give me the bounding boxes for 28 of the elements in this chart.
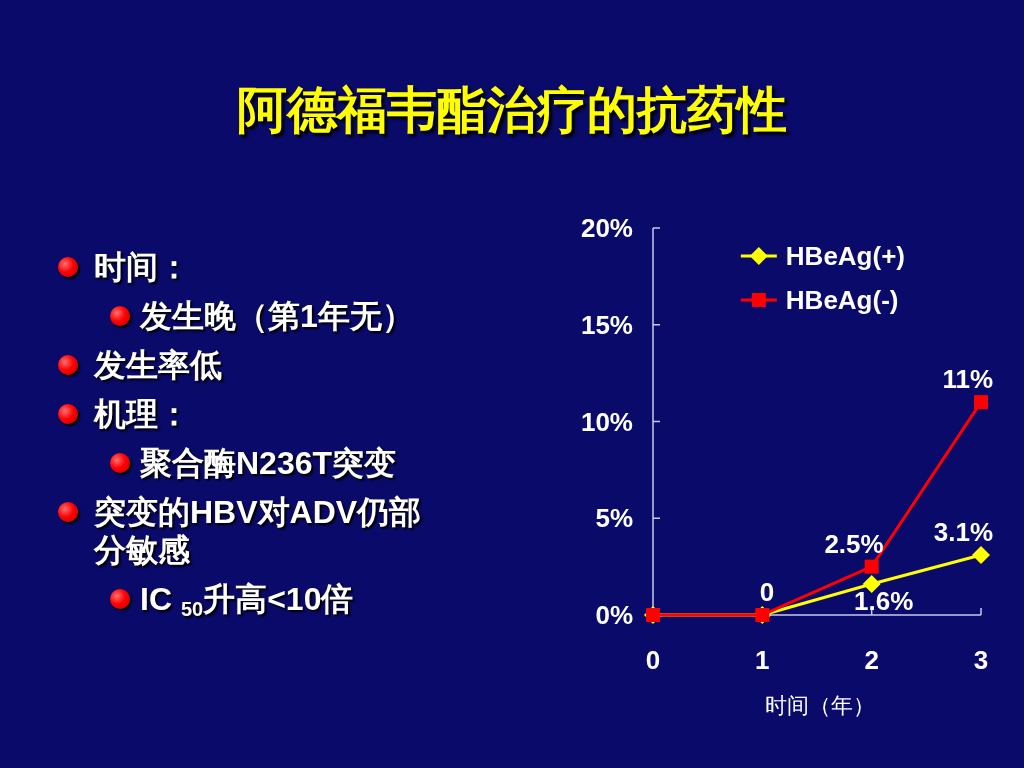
text: 时间： — [94, 249, 190, 285]
legend-label: HBeAg(-) — [785, 285, 899, 315]
y-tick-label: 10% — [580, 406, 633, 437]
y-tick-label: 0% — [595, 600, 633, 630]
text: IC $_{50}$升高<10倍 — [140, 581, 354, 620]
x-tick-label: 3 — [973, 645, 989, 675]
data-label: 2.5% — [824, 528, 884, 559]
point — [972, 546, 990, 565]
legend-label: HBeAg(+) — [785, 241, 905, 271]
text: 发生率低 — [94, 347, 222, 383]
data-label: 3.1% — [933, 517, 993, 548]
point — [974, 395, 988, 410]
x-tick-label: 1 — [755, 645, 770, 675]
text: 阿德福韦酯治疗的抗药性 — [236, 81, 788, 140]
data-label: 11% — [942, 364, 993, 395]
text: 聚合酶N236T突变 — [140, 445, 397, 481]
text: 发生晚（第1年无） — [140, 298, 414, 334]
text: 突变的HBV对ADV仍部分敏感 — [94, 494, 422, 568]
y-tick-label: 5% — [595, 503, 633, 534]
x-tick-label: 0 — [645, 645, 661, 675]
data-label: 0 — [759, 577, 775, 607]
x-axis-title: 时间（年） — [765, 693, 875, 718]
y-tick-label: 20% — [580, 213, 633, 243]
text: 机理： — [94, 396, 190, 432]
point — [864, 559, 879, 574]
x-tick-label: 2 — [864, 645, 879, 675]
data-label: 1.6% — [854, 586, 914, 617]
y-tick-label: 15% — [580, 309, 633, 340]
